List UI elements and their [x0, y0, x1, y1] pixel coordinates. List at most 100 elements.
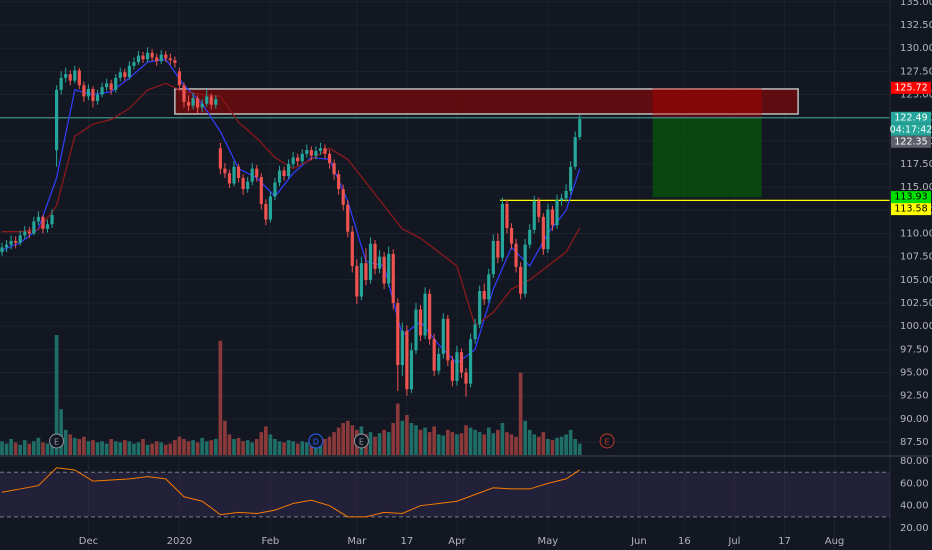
rsi-tick-label: 20.00: [900, 523, 929, 534]
candle-body: [0, 247, 4, 253]
volume-bar: [163, 444, 168, 455]
candle-body: [291, 157, 295, 165]
volume-bar: [555, 437, 559, 455]
volume-bar: [573, 439, 578, 455]
x-tick-label: Jun: [630, 536, 647, 547]
candle-body: [9, 240, 13, 245]
volume-bar: [541, 432, 546, 455]
candle-body: [159, 54, 163, 62]
event-marker: [308, 433, 324, 449]
volume-bar: [477, 432, 482, 455]
volume-bar: [550, 440, 555, 455]
zone: [652, 117, 762, 198]
y-tick-label: 100.00: [900, 321, 932, 332]
volume-bar: [536, 436, 541, 455]
candle-body: [323, 148, 327, 154]
candle-body: [305, 150, 309, 154]
volume-bar: [395, 403, 400, 455]
candle-body: [373, 243, 377, 269]
candle-body: [282, 170, 286, 177]
volume-bar: [559, 436, 564, 455]
candle-body: [186, 101, 191, 106]
price-tag-bg: [891, 191, 931, 204]
volume-bar: [532, 434, 537, 455]
candle-body: [105, 83, 109, 88]
candle-body: [145, 52, 150, 60]
rsi-tick-label: 40.00: [900, 501, 929, 512]
volume-bar: [54, 335, 59, 455]
candle-body: [509, 227, 514, 244]
volume-bar: [318, 442, 323, 455]
candle-body: [491, 240, 495, 275]
volume-bar: [50, 440, 54, 455]
volume-bar: [141, 439, 145, 455]
candle-body: [236, 166, 241, 178]
y-tick-label: 102.50: [900, 298, 932, 309]
candle-body: [277, 170, 282, 183]
candle-body: [537, 201, 541, 217]
countdown-bg: [891, 123, 931, 136]
rsi-band: [0, 472, 890, 517]
volume-bar: [459, 433, 464, 455]
candle-body: [523, 244, 527, 294]
volume-bar: [527, 429, 532, 455]
candle-body: [505, 203, 509, 228]
candle-body: [200, 103, 204, 108]
candle-body: [496, 240, 500, 258]
candle-body: [86, 88, 91, 97]
volume-bar: [191, 440, 195, 455]
volume-bar: [304, 442, 309, 455]
candle-body: [359, 263, 363, 297]
zone: [174, 88, 799, 115]
candle-body: [177, 71, 182, 86]
rsi-line: [1, 467, 581, 518]
volume-bar: [177, 436, 182, 455]
price-tag: 113.58: [894, 204, 927, 215]
candle-body: [95, 94, 100, 102]
volume-bar: [227, 434, 232, 455]
indicator-line: [1, 58, 581, 365]
y-tick-label: 107.50: [900, 252, 932, 263]
volume-bar: [491, 433, 496, 455]
candle-body: [264, 203, 268, 220]
candle-body: [164, 54, 168, 59]
x-tick-label: Feb: [262, 536, 280, 547]
volume-bar: [386, 432, 391, 455]
rsi-tick-label: 80.00: [900, 456, 929, 467]
volume-bar: [145, 444, 150, 455]
price-tag: 122.35: [894, 136, 927, 147]
candle-body: [468, 339, 473, 384]
volume-bar: [113, 441, 118, 455]
candle-body: [559, 198, 564, 201]
y-tick-label: 135.00: [900, 0, 932, 8]
volume-bar: [496, 429, 500, 455]
candle-body: [155, 57, 159, 62]
volume-bar: [213, 439, 218, 455]
volume-bar: [4, 443, 9, 455]
volume-bar: [323, 439, 327, 455]
candle-body: [250, 168, 254, 182]
volume-bar: [245, 440, 250, 455]
volume-bar: [82, 436, 86, 455]
event-label: D: [313, 438, 319, 447]
volume-bar: [377, 433, 382, 455]
volume-bar: [0, 441, 4, 455]
volume-bar: [273, 439, 277, 455]
y-tick-label: 132.50: [900, 20, 932, 31]
volume-bar: [109, 439, 114, 455]
candle-body: [423, 293, 427, 336]
candle-body: [127, 65, 131, 77]
volume-bar: [150, 443, 154, 455]
candle-body: [450, 360, 454, 381]
volume-bar: [136, 442, 141, 455]
candle-body: [441, 318, 445, 354]
volume-bar: [277, 441, 282, 455]
candle-body: [14, 240, 18, 243]
candle-body: [296, 157, 300, 162]
candle-body: [205, 96, 209, 104]
candle-body: [23, 231, 27, 236]
y-tick-label: 125.00: [900, 90, 932, 101]
candle-body: [109, 83, 113, 90]
candle-body: [382, 256, 386, 284]
candle-body: [564, 190, 568, 199]
